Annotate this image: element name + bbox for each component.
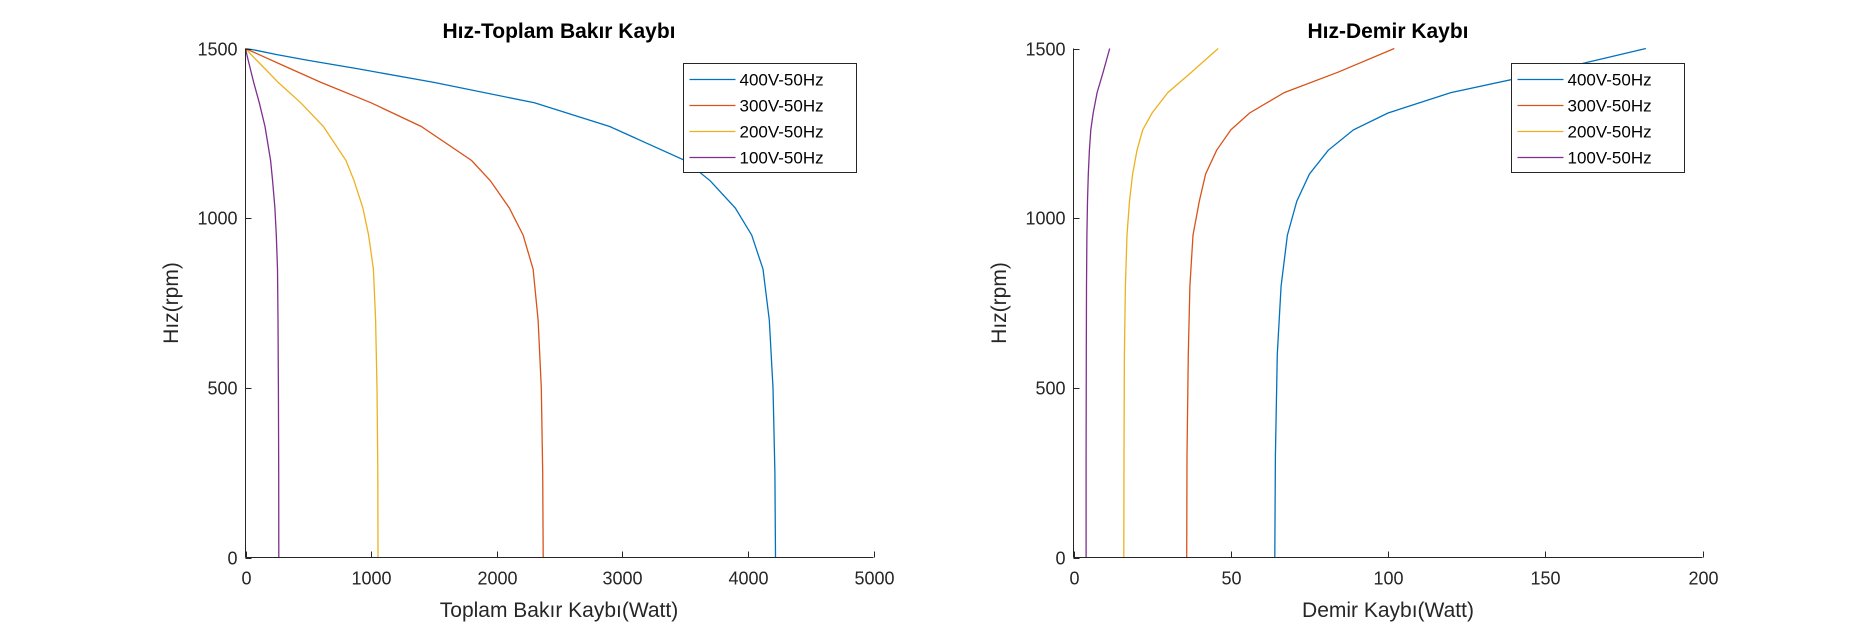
- legend-label-1: 400V-50Hz: [1568, 71, 1652, 90]
- x-tick-label: 150: [1530, 569, 1560, 589]
- series-line-3: [1123, 48, 1219, 558]
- series-line-4: [1085, 48, 1111, 558]
- y-tick-label: 1500: [197, 40, 237, 60]
- y-ticks: 0 500 1000 1500: [197, 40, 252, 569]
- series-lines: [1085, 47, 1647, 558]
- y-tick-label: 1000: [1025, 209, 1065, 229]
- x-tick-label: 5000: [854, 569, 894, 589]
- x-tick-label: 2000: [477, 569, 517, 589]
- y-tick-label: 0: [1055, 549, 1065, 569]
- x-axis-label: Toplam Bakır Kaybı(Watt): [440, 599, 678, 622]
- x-tick-label: 3000: [602, 569, 642, 589]
- legend-box: [683, 63, 857, 173]
- legend-label-2: 300V-50Hz: [1568, 97, 1652, 116]
- y-ticks: 0 500 1000 1500: [1025, 40, 1080, 569]
- y-tick-label: 1000: [197, 209, 237, 229]
- series-line-4: [244, 48, 280, 558]
- x-ticks: 0 50 100 150 200: [1069, 551, 1719, 589]
- legend-label-4: 100V-50Hz: [1568, 149, 1652, 168]
- x-tick-label: 4000: [728, 569, 768, 589]
- series-line-1: [1274, 47, 1647, 558]
- x-tick-label: 0: [241, 569, 251, 589]
- legend-label-1: 400V-50Hz: [740, 71, 824, 90]
- legend-box: [1511, 63, 1685, 173]
- y-tick-label: 500: [207, 379, 237, 399]
- legend-label-3: 200V-50Hz: [740, 123, 824, 142]
- legend: 400V-50Hz 300V-50Hz 200V-50Hz 100V-50Hz: [1511, 63, 1685, 173]
- series-line-2: [1186, 47, 1395, 558]
- chart-iron-loss: Hız-Demir Kaybı 0 50 100 150 200 0 500 1000 150…: [988, 20, 1719, 622]
- x-tick-label: 0: [1069, 569, 1079, 589]
- chart-copper-loss: Hız-Toplam Bakır Kaybı 0 1000 2000 3000 4000…: [160, 20, 895, 622]
- chart-title: Hız-Toplam Bakır Kaybı: [443, 20, 676, 43]
- y-tick-label: 0: [227, 549, 237, 569]
- legend-label-4: 100V-50Hz: [740, 149, 824, 168]
- x-tick-label: 100: [1373, 569, 1403, 589]
- y-tick-label: 1500: [1025, 40, 1065, 60]
- chart-title: Hız-Demir Kaybı: [1307, 20, 1468, 43]
- y-tick-label: 500: [1035, 379, 1065, 399]
- x-axis-label: Demir Kaybı(Watt): [1302, 599, 1474, 622]
- y-axis-label: Hız(rpm): [988, 262, 1011, 344]
- x-tick-label: 1000: [351, 569, 391, 589]
- series-line-3: [245, 48, 379, 558]
- y-axis-label: Hız(rpm): [160, 262, 183, 344]
- series-line-2: [245, 47, 544, 558]
- x-tick-label: 200: [1688, 569, 1718, 589]
- legend-label-3: 200V-50Hz: [1568, 123, 1652, 142]
- legend: 400V-50Hz 300V-50Hz 200V-50Hz 100V-50Hz: [683, 63, 857, 173]
- legend-label-2: 300V-50Hz: [740, 97, 824, 116]
- x-ticks: 0 1000 2000 3000 4000 5000: [241, 551, 895, 589]
- x-tick-label: 50: [1221, 569, 1241, 589]
